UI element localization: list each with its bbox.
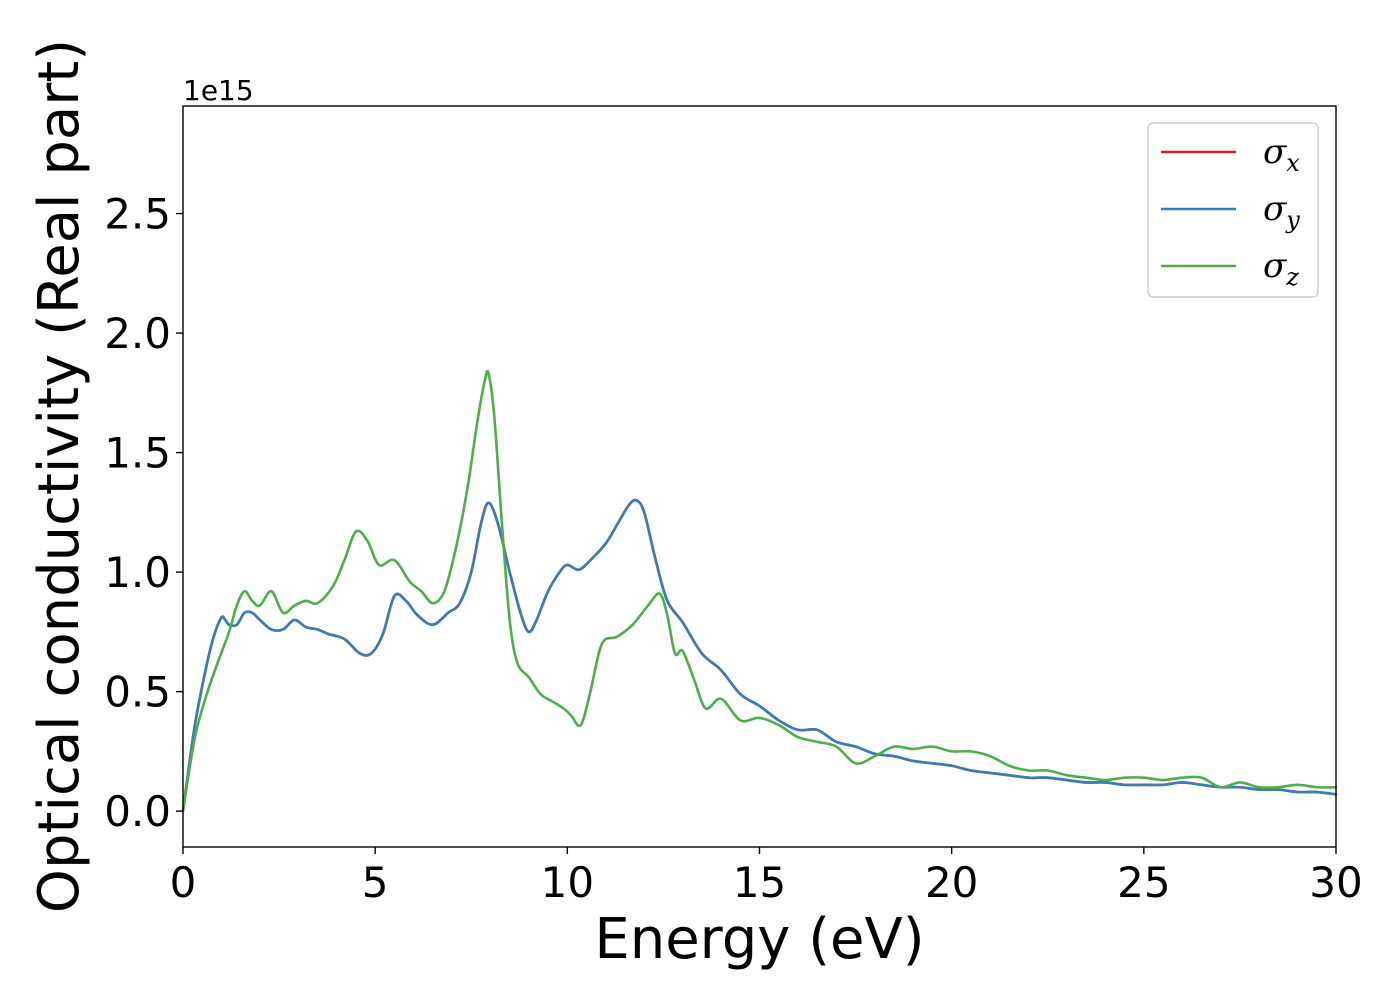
- x-tick-label: 10: [541, 858, 594, 907]
- series-line-z: [181, 369, 1338, 813]
- y-tick-label: 1.5: [104, 429, 171, 478]
- y-axis: 0.0 0.5 1.0 1.5 2.0 2.5: [104, 190, 183, 836]
- legend-label-base: σ: [1263, 132, 1287, 172]
- x-tick-label: 25: [1117, 858, 1170, 907]
- y-axis-title: Optical conductivity (Real part): [27, 39, 92, 913]
- legend-label-subscript: x: [1286, 149, 1300, 177]
- x-axis-title: Energy (eV): [594, 907, 924, 972]
- legend-label-base: σ: [1263, 189, 1287, 229]
- legend-label-base: σ: [1263, 246, 1287, 286]
- x-tick-label: 15: [733, 858, 786, 907]
- legend-label-y: σy: [1263, 189, 1300, 234]
- y-tick-label: 1.0: [104, 548, 171, 597]
- legend-label-x: σx: [1263, 132, 1300, 177]
- plot-area: [183, 106, 1336, 847]
- x-tick-label: 20: [925, 858, 978, 907]
- x-tick-label: 30: [1309, 858, 1362, 907]
- y-tick-label: 2.0: [104, 309, 171, 358]
- x-tick-label: 0: [170, 858, 197, 907]
- y-offset-text: 1e15: [183, 74, 254, 107]
- x-tick-label: 5: [362, 858, 389, 907]
- series-line-y: [181, 498, 1338, 813]
- legend-label-subscript: y: [1285, 206, 1300, 234]
- legend-label-subscript: z: [1285, 263, 1299, 291]
- y-tick-label: 0.5: [104, 668, 171, 717]
- y-tick-label: 2.5: [104, 190, 171, 239]
- x-axis: 0 5 10 15 20 25 30: [170, 847, 1363, 907]
- legend-label-z: σz: [1263, 246, 1299, 291]
- series-layer: [181, 369, 1338, 813]
- y-tick-label: 0.0: [104, 787, 171, 836]
